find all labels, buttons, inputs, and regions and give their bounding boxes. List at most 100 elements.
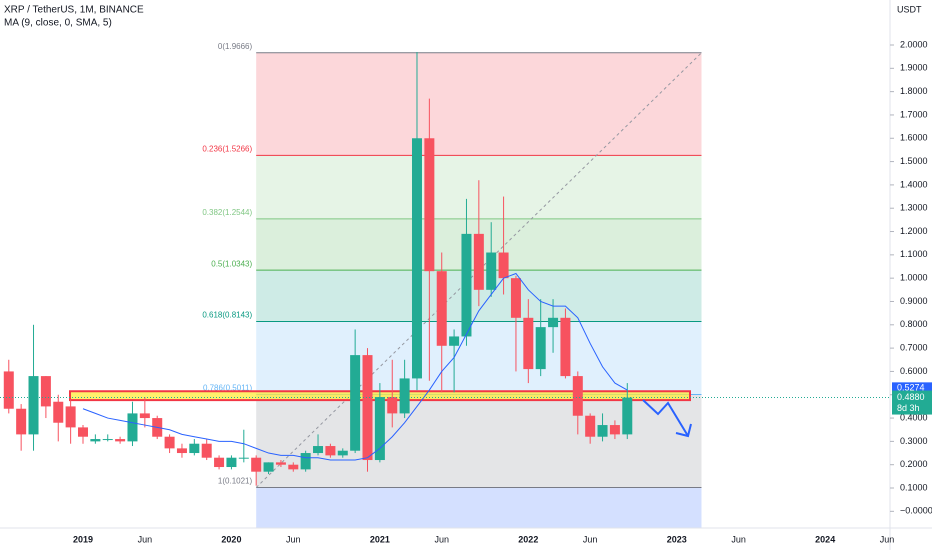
y-tick-label: 1.4000 bbox=[900, 179, 928, 189]
candle-body bbox=[399, 378, 410, 414]
candle-body bbox=[127, 413, 138, 442]
y-tick-label: 0.1000 bbox=[900, 482, 928, 492]
candle-body bbox=[176, 448, 187, 454]
candle-body bbox=[16, 408, 27, 435]
y-tick-label: 1.7000 bbox=[900, 109, 928, 119]
arrow bbox=[642, 399, 689, 437]
fib-label: 0.5(1.0343) bbox=[211, 259, 252, 268]
candle-body bbox=[548, 317, 559, 328]
y-tick-label: 0.2000 bbox=[900, 459, 928, 469]
candle-body bbox=[350, 355, 361, 451]
y-tick-label: 1.6000 bbox=[900, 133, 928, 143]
y-tick-label: 1.2000 bbox=[900, 226, 928, 236]
candle-body bbox=[325, 446, 336, 456]
fib-trend bbox=[255, 52, 702, 488]
ma-price-label: 0.5274 bbox=[897, 383, 925, 393]
y-tick-label: 1.5000 bbox=[900, 156, 928, 166]
candle-body bbox=[251, 457, 262, 472]
chart-subtitle: MA (9, close, 0, SMA, 5) bbox=[4, 18, 112, 29]
fib-label: 0(1.9666) bbox=[218, 42, 253, 51]
y-tick-label: 1.3000 bbox=[900, 203, 928, 213]
x-tick-label: Jun bbox=[583, 534, 598, 544]
chart-title: XRP / TetherUS, 1M, BINANCE bbox=[4, 5, 144, 16]
candle-body bbox=[337, 450, 348, 456]
x-tick-label: 2022 bbox=[518, 534, 538, 544]
x-tick-label: Jun bbox=[286, 534, 301, 544]
plot: 0(1.9666) 0.236(1.5266) 0.382(1.2544) 0.5(1… bbox=[3, 42, 702, 528]
x-tick-label: 2023 bbox=[667, 534, 687, 544]
fib-zone bbox=[256, 394, 702, 488]
candle-body bbox=[523, 317, 534, 370]
candle-body bbox=[609, 425, 620, 435]
x-tick-label: Jun bbox=[731, 534, 746, 544]
candle-body bbox=[164, 436, 175, 449]
candle-body bbox=[560, 317, 571, 377]
y-tick-label: 0.7000 bbox=[900, 342, 928, 352]
y-tick-label: 0.8000 bbox=[900, 319, 928, 329]
candle-body bbox=[90, 439, 101, 442]
candle-body bbox=[238, 457, 249, 459]
candle-body bbox=[449, 336, 460, 346]
candle-body bbox=[461, 233, 472, 337]
candle-body bbox=[28, 376, 39, 435]
candle-body bbox=[139, 413, 150, 419]
candle-body bbox=[40, 376, 51, 407]
y-unit: USDT bbox=[897, 4, 922, 14]
x-tick-label: 2019 bbox=[73, 534, 93, 544]
y-tick-label: 0.6000 bbox=[900, 366, 928, 376]
candle-body bbox=[572, 376, 583, 416]
candle-body bbox=[3, 371, 14, 409]
candle-body bbox=[53, 401, 64, 423]
candle-body bbox=[214, 457, 225, 468]
countdown-label: 8d 3h bbox=[897, 403, 920, 413]
y-tick-label: 2.0000 bbox=[900, 39, 928, 49]
candle-body bbox=[585, 415, 596, 437]
candle-body bbox=[313, 446, 324, 454]
y-tick-label: 0.9000 bbox=[900, 296, 928, 306]
y-tick-label: 1.1000 bbox=[900, 249, 928, 259]
candle-body bbox=[288, 464, 299, 470]
candle-body bbox=[275, 462, 286, 465]
candle-body bbox=[535, 327, 546, 370]
fib-zone bbox=[256, 487, 702, 528]
y-tick-label: 1.0000 bbox=[900, 273, 928, 283]
candle-body bbox=[263, 462, 274, 472]
x-tick-label: 2024 bbox=[815, 534, 835, 544]
y-tick-label: 1.8000 bbox=[900, 86, 928, 96]
candle-body bbox=[201, 443, 212, 458]
candle-body bbox=[486, 252, 497, 290]
fib-label: 1(0.1021) bbox=[218, 477, 253, 486]
candle-body bbox=[411, 138, 422, 379]
y-tick-label: 0.4000 bbox=[900, 412, 928, 422]
last-price-label: 0.4880 bbox=[897, 392, 925, 402]
candle-body bbox=[498, 252, 509, 279]
candle-body bbox=[374, 397, 385, 461]
last-price-box bbox=[892, 390, 932, 415]
candle-body bbox=[473, 233, 484, 290]
candle-body bbox=[362, 355, 373, 461]
x-tick-label: Jun bbox=[880, 534, 895, 544]
x-tick-label: 2021 bbox=[370, 534, 390, 544]
candle-body bbox=[622, 397, 633, 435]
candle-body bbox=[65, 406, 76, 428]
x-tick-label: Jun bbox=[138, 534, 153, 544]
ma-line bbox=[82, 272, 628, 461]
candle-body bbox=[597, 425, 608, 437]
y-tick-label: 0.3000 bbox=[900, 436, 928, 446]
fib-zone bbox=[256, 52, 702, 156]
candle-body bbox=[102, 439, 113, 441]
fib-label: 0.382(1.2544) bbox=[202, 208, 252, 217]
x-tick-label: Jun bbox=[434, 534, 449, 544]
candle-body bbox=[387, 397, 398, 414]
arrow-head bbox=[675, 423, 692, 438]
y-tick-label: 1.9000 bbox=[900, 63, 928, 73]
candle-body bbox=[226, 457, 237, 468]
fib-zone bbox=[256, 321, 702, 395]
candle-body bbox=[510, 278, 521, 318]
fib-label: 0.618(0.8143) bbox=[202, 311, 252, 320]
candle-body bbox=[424, 138, 435, 272]
candle-body bbox=[78, 427, 88, 437]
x-tick-label: 2020 bbox=[221, 534, 241, 544]
candle-body bbox=[300, 453, 311, 470]
